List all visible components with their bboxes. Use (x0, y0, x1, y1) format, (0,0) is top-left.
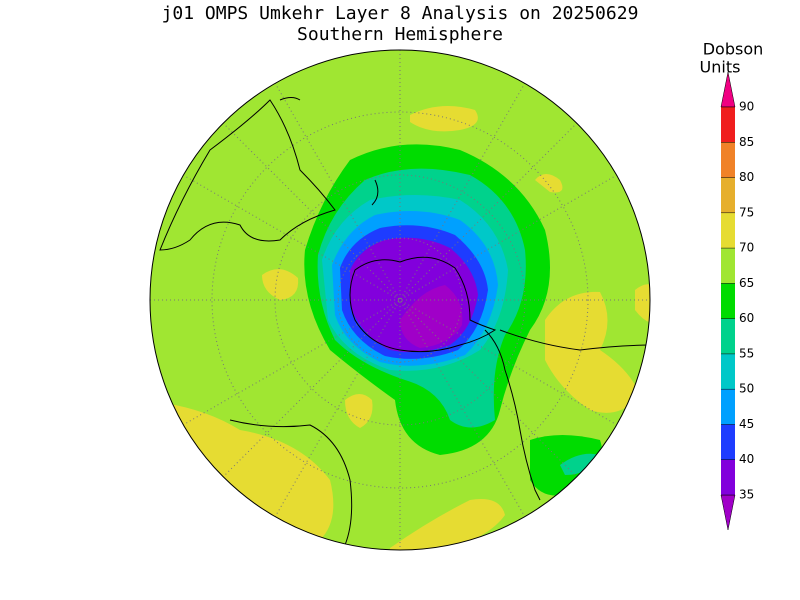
colorbar-segment (721, 177, 735, 213)
colorbar-label: Units (700, 58, 741, 77)
colorbar-tick-label: 70 (739, 241, 754, 255)
colorbar-segment (721, 424, 735, 460)
colorbar-segment (721, 459, 735, 495)
colorbar-tick-label: 65 (739, 276, 754, 290)
colorbar-label: Dobson (703, 40, 764, 59)
colorbar: 35 40 45 50 55 60 65 70 75 80 85 90 (720, 71, 754, 531)
colorbar-triangle (720, 71, 736, 108)
colorbar-segment (721, 318, 735, 354)
colorbar-tick-label: 35 (739, 488, 754, 502)
colorbar-segment (721, 142, 735, 178)
colorbar-segment (721, 389, 735, 425)
colorbar-segment (721, 107, 735, 143)
map-title: j01 OMPS Umkehr Layer 8 Analysis on 2025… (162, 3, 639, 24)
colorbar-tick-label: 80 (739, 170, 754, 184)
map-subtitle: Southern Hemisphere (297, 24, 503, 45)
colorbar-tick-label: 55 (739, 346, 754, 360)
colorbar-tick-label: 50 (739, 382, 754, 396)
colorbar-triangle (720, 494, 736, 531)
colorbar-segment (721, 248, 735, 284)
map (150, 50, 650, 550)
colorbar-tick-label: 45 (739, 417, 754, 431)
colorbar-segment (721, 283, 735, 319)
colorbar-segment (721, 212, 735, 249)
colorbar-tick-label: 85 (739, 135, 754, 149)
colorbar-tick-label: 60 (739, 311, 754, 325)
colorbar-tick-label: 75 (739, 205, 754, 219)
colorbar-segment (721, 353, 735, 390)
colorbar-tick-label: 90 (739, 100, 754, 114)
colorbar-tick-label: 40 (739, 452, 754, 466)
